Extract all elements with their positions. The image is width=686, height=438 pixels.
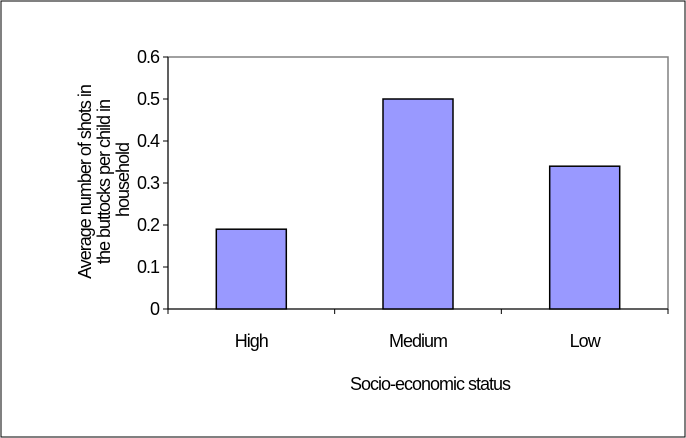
y-tick-labels: 0 0.1 0.2 0.3 0.4 0.5 0.6 — [137, 47, 161, 319]
bar-medium — [382, 98, 454, 310]
y-tick-label: 0.5 — [137, 89, 160, 109]
y-axis-title-line-1: Average number of shots in — [75, 85, 95, 279]
y-tick-label: 0.4 — [137, 131, 160, 151]
bar-high — [215, 228, 288, 310]
bars-group — [215, 98, 621, 310]
x-tick-label: High — [235, 331, 268, 351]
y-tick-label: 0 — [150, 299, 160, 319]
y-axis-title-line-2: the buttocks per child in — [94, 100, 114, 264]
x-axis-title: Socio-economic status — [350, 374, 511, 394]
y-tick-label: 0.2 — [137, 215, 160, 235]
x-tick-labels: High Medium Low — [235, 331, 603, 351]
y-axis-title-line-3: household — [113, 143, 133, 217]
svg-text:Average number of shots in: Average number of shots in the buttocks … — [75, 81, 133, 279]
y-tick-label: 0.3 — [137, 173, 160, 193]
y-tick-label: 0.1 — [137, 257, 160, 277]
x-tick-label: Low — [570, 331, 602, 351]
axes-group — [163, 56, 669, 314]
y-tick-label: 0.6 — [137, 47, 160, 67]
x-tick-label: Medium — [389, 331, 447, 351]
y-axis-title: Average number of shots in the buttocks … — [75, 81, 133, 279]
bar-low — [548, 165, 621, 310]
